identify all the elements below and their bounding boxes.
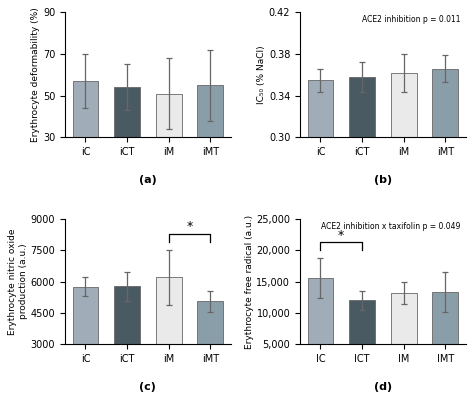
Text: ACE2 inhibition p = 0.011: ACE2 inhibition p = 0.011 xyxy=(362,15,461,24)
Bar xyxy=(156,277,182,405)
Bar xyxy=(156,94,182,200)
Bar xyxy=(197,85,223,200)
Bar xyxy=(391,293,417,375)
Y-axis label: IC₅₀ (% NaCl): IC₅₀ (% NaCl) xyxy=(257,46,266,104)
Text: (c): (c) xyxy=(139,382,156,392)
Bar xyxy=(432,68,458,405)
Bar xyxy=(391,73,417,405)
Bar xyxy=(114,87,140,200)
Y-axis label: Erythrocyte deformability (%): Erythrocyte deformability (%) xyxy=(31,8,40,142)
Bar xyxy=(432,292,458,375)
Bar xyxy=(114,286,140,405)
Text: (b): (b) xyxy=(374,175,392,185)
Text: (a): (a) xyxy=(139,175,157,185)
Bar xyxy=(197,301,223,405)
Bar xyxy=(308,80,333,405)
Bar xyxy=(349,77,375,405)
Bar xyxy=(73,287,98,405)
Text: (d): (d) xyxy=(374,382,392,392)
Y-axis label: Erythrocyte nitric oxide
production (a.u.): Erythrocyte nitric oxide production (a.u… xyxy=(9,228,28,335)
Text: *: * xyxy=(186,220,192,233)
Y-axis label: Erythrocyte free radical (a.u.): Erythrocyte free radical (a.u.) xyxy=(245,215,254,349)
Text: *: * xyxy=(338,228,345,241)
Bar xyxy=(349,301,375,375)
Text: ACE2 inhibition x taxifolin p = 0.049: ACE2 inhibition x taxifolin p = 0.049 xyxy=(321,222,461,230)
Bar xyxy=(73,81,98,200)
Bar xyxy=(308,279,333,375)
